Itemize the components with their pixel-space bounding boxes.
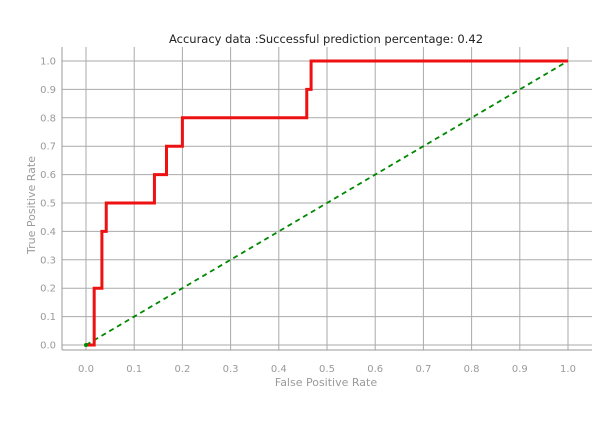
series-lines — [84, 59, 569, 347]
x-tick-label: 0.0 — [78, 364, 94, 375]
y-tick-label: 0.3 — [40, 255, 56, 266]
x-tick-label: 0.9 — [512, 364, 528, 375]
x-tick-label: 0.2 — [174, 364, 190, 375]
grid — [62, 47, 592, 350]
y-tick-label: 0.5 — [40, 199, 56, 210]
y-tick-label: 0.7 — [40, 142, 56, 153]
x-tick-label: 1.0 — [560, 364, 576, 375]
x-tick-label: 0.1 — [126, 364, 142, 375]
axes — [61, 47, 592, 351]
x-tick-label: 0.7 — [415, 364, 431, 375]
y-tick-label: 0.2 — [40, 284, 56, 295]
y-tick-label: 0.0 — [40, 341, 56, 352]
x-axis-label: False Positive Rate — [275, 376, 377, 389]
origin-point — [84, 343, 88, 347]
y-tick-label: 0.4 — [40, 227, 56, 238]
diagonal-reference-line — [85, 60, 569, 346]
tick-labels: 0.0 0.1 0.2 0.3 0.4 0.5 0.6 0.7 0.8 0.9 1.0 0.0 0.1 0… — [40, 57, 576, 376]
chart-title: Accuracy data :Successful prediction per… — [169, 32, 483, 46]
roc-curve-line — [86, 59, 568, 347]
y-tick-label: 0.9 — [40, 85, 56, 96]
y-tick-label: 1.0 — [40, 57, 56, 68]
y-axis-label: True Positive Rate — [25, 156, 38, 255]
x-tick-label: 0.6 — [367, 364, 383, 375]
x-tick-label: 0.4 — [271, 364, 287, 375]
x-tick-label: 0.3 — [223, 364, 239, 375]
y-tick-label: 0.6 — [40, 170, 56, 181]
y-tick-label: 0.1 — [40, 312, 56, 323]
y-tick-label: 0.8 — [40, 113, 56, 124]
x-tick-label: 0.8 — [464, 364, 480, 375]
x-tick-label: 0.5 — [319, 364, 335, 375]
